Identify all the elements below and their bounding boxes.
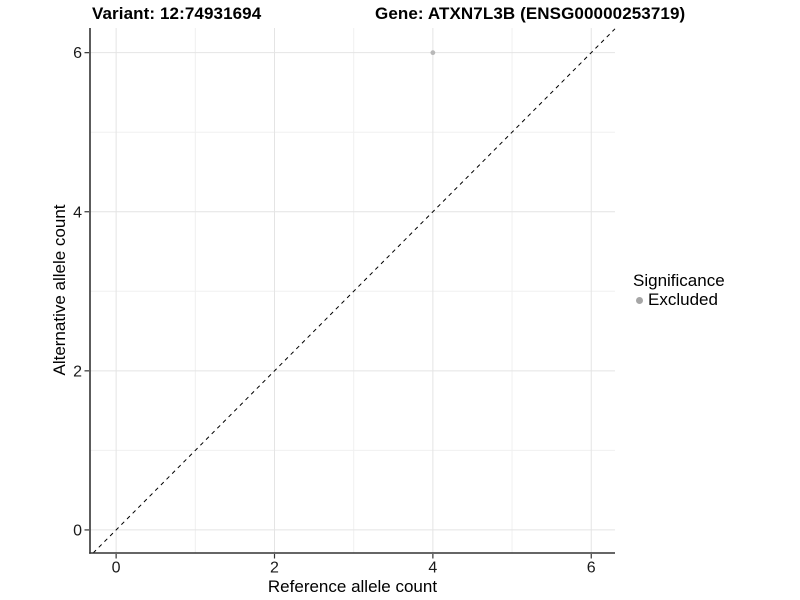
y-tick-label: 2 <box>73 363 82 380</box>
data-point <box>430 50 436 56</box>
legend: Significance Excluded <box>633 271 725 309</box>
plot-title-variant: Variant: 12:74931694 <box>92 4 262 23</box>
y-tick-label: 0 <box>73 522 82 539</box>
legend-point-icon <box>636 296 643 304</box>
y-tick-label: 6 <box>73 45 82 62</box>
legend-entry-label: Excluded <box>648 290 718 309</box>
x-tick-label: 4 <box>428 560 437 577</box>
legend-title: Significance <box>633 271 725 290</box>
x-tick-label: 2 <box>270 560 279 577</box>
identity-dashed-line <box>92 28 616 554</box>
x-tick-label: 6 <box>587 560 596 577</box>
y-axis-label: Alternative allele count <box>50 204 69 376</box>
x-axis-label: Reference allele count <box>267 577 438 596</box>
legend-entry: Excluded <box>633 291 725 309</box>
x-tick-label: 0 <box>112 560 121 577</box>
y-tick-label: 4 <box>73 204 82 221</box>
plot-title-gene: Gene: ATXN7L3B (ENSG00000253719) <box>375 4 686 23</box>
